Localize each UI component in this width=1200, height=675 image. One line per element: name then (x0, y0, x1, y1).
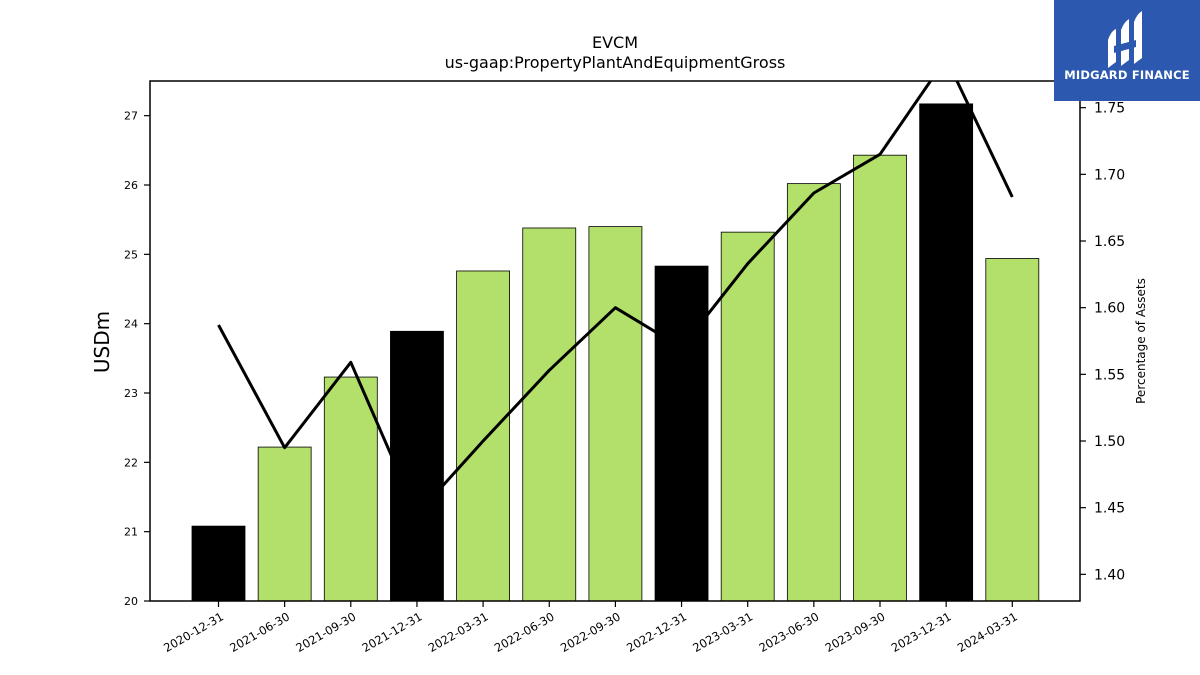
bar (985, 258, 1040, 601)
y-tick-label: 24 (124, 318, 138, 331)
x-tick-label: 2023-12-31 (889, 609, 954, 655)
x-tick-label: 2023-03-31 (690, 609, 755, 655)
y2-tick-label: 1.75 (1094, 101, 1125, 117)
x-tick-label: 2022-12-31 (624, 609, 689, 655)
y2-axis-label: Percentage of Assets (1134, 278, 1148, 404)
bar (456, 270, 511, 601)
y-tick-label: 22 (124, 456, 138, 469)
x-tick-label: 2020-12-31 (161, 609, 226, 655)
bar (323, 376, 378, 601)
bar (588, 226, 643, 601)
bar (786, 183, 841, 601)
x-tick-label: 2022-06-30 (492, 609, 557, 655)
y-axis-label: USDm (90, 311, 114, 373)
y2-tick-label: 1.55 (1094, 367, 1125, 383)
y-tick-label: 27 (124, 110, 138, 123)
x-tick-label: 2021-12-31 (360, 609, 425, 655)
percentage-line (217, 81, 1014, 516)
x-tick-label: 2021-09-30 (293, 609, 358, 655)
y2-tick-label: 1.40 (1094, 567, 1125, 583)
x-tick-label: 2023-06-30 (756, 609, 821, 655)
line-group (217, 81, 1014, 516)
bar (919, 103, 974, 601)
bar (522, 227, 577, 601)
bar (257, 446, 312, 601)
chart-title: EVCM (592, 33, 638, 52)
y2-tick-label: 1.65 (1094, 234, 1125, 250)
y2-tick-label: 1.45 (1094, 501, 1125, 517)
chart-subtitle: us-gaap:PropertyPlantAndEquipmentGross (445, 53, 786, 72)
bar (390, 330, 444, 601)
x-tick-label: 2024-03-31 (955, 609, 1020, 655)
x-tick-label: 2022-03-31 (426, 609, 491, 655)
y-tick-label: 25 (124, 248, 138, 261)
bar (191, 525, 246, 601)
x-tick-label: 2021-06-30 (227, 609, 292, 655)
bar (720, 231, 775, 601)
x-tick-label: 2023-09-30 (823, 609, 888, 655)
y2-tick-label: 1.70 (1094, 167, 1125, 183)
logo-text: MIDGARD FINANCE (1064, 68, 1190, 82)
bar (654, 265, 709, 601)
y2-tick-label: 1.50 (1094, 434, 1125, 450)
x-tick-label: 2022-09-30 (558, 609, 623, 655)
bar-group (191, 103, 1040, 601)
y2-tick-label: 1.60 (1094, 301, 1125, 317)
logo: MIDGARD FINANCE (1054, 0, 1200, 101)
logo-mark-icon (1108, 11, 1142, 68)
y-tick-label: 21 (124, 526, 138, 539)
y-tick-label: 23 (124, 387, 138, 400)
y-tick-label: 26 (124, 179, 138, 192)
y-tick-label: 20 (124, 595, 138, 608)
bar (853, 154, 907, 601)
